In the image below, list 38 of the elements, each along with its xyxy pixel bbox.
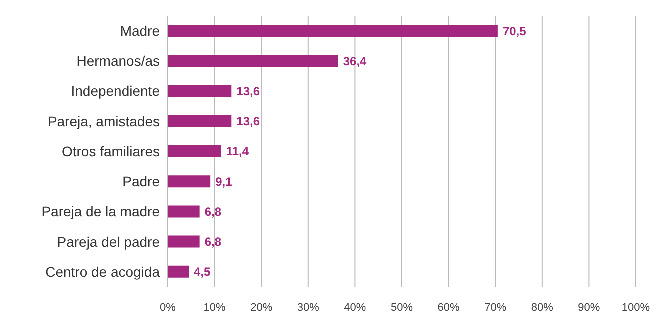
data-label: 11,4 bbox=[226, 144, 250, 159]
bar bbox=[168, 176, 211, 188]
x-tick-label: 50% bbox=[390, 302, 414, 314]
bar bbox=[168, 55, 338, 68]
y-tick-label: Madre bbox=[120, 23, 160, 40]
y-tick-label: Independiente bbox=[71, 83, 160, 100]
y-tick-label: Pareja del padre bbox=[57, 234, 160, 250]
x-tick-label: 10% bbox=[204, 302, 226, 314]
x-tick-label: 0% bbox=[160, 302, 176, 314]
x-tick-label: 80% bbox=[531, 302, 554, 314]
bar bbox=[168, 25, 498, 38]
x-tick-label: 70% bbox=[484, 302, 507, 314]
data-label: 70,5 bbox=[502, 24, 527, 38]
x-tick-label: 100% bbox=[622, 302, 650, 314]
data-label: 6,8 bbox=[204, 235, 222, 250]
data-label: 9,1 bbox=[216, 174, 233, 189]
x-tick-label: 30% bbox=[297, 302, 320, 314]
x-tick-label: 20% bbox=[250, 302, 273, 314]
y-tick-label: Hermanos/as bbox=[76, 53, 160, 70]
y-tick-label: Otros familiares bbox=[62, 143, 160, 160]
x-tick-label: 90% bbox=[578, 302, 600, 314]
x-tick-label: 40% bbox=[344, 302, 366, 314]
data-label: 13,6 bbox=[236, 84, 260, 99]
bar bbox=[168, 85, 232, 98]
data-label: 6,8 bbox=[204, 204, 222, 219]
bar bbox=[168, 145, 222, 158]
data-label: 36,4 bbox=[343, 54, 368, 68]
bar bbox=[168, 266, 190, 278]
y-tick-label: Pareja de la madre bbox=[42, 204, 160, 220]
bar bbox=[168, 115, 232, 128]
x-tick-label: 60% bbox=[438, 302, 460, 314]
bar bbox=[168, 206, 200, 218]
data-label: 13,6 bbox=[236, 114, 260, 129]
y-tick-label: Padre bbox=[122, 174, 160, 190]
data-label: 4,5 bbox=[194, 265, 212, 280]
y-tick-label: Centro de acogida bbox=[46, 264, 160, 280]
bar bbox=[168, 236, 200, 248]
y-tick-label: Pareja, amistades bbox=[48, 113, 160, 130]
